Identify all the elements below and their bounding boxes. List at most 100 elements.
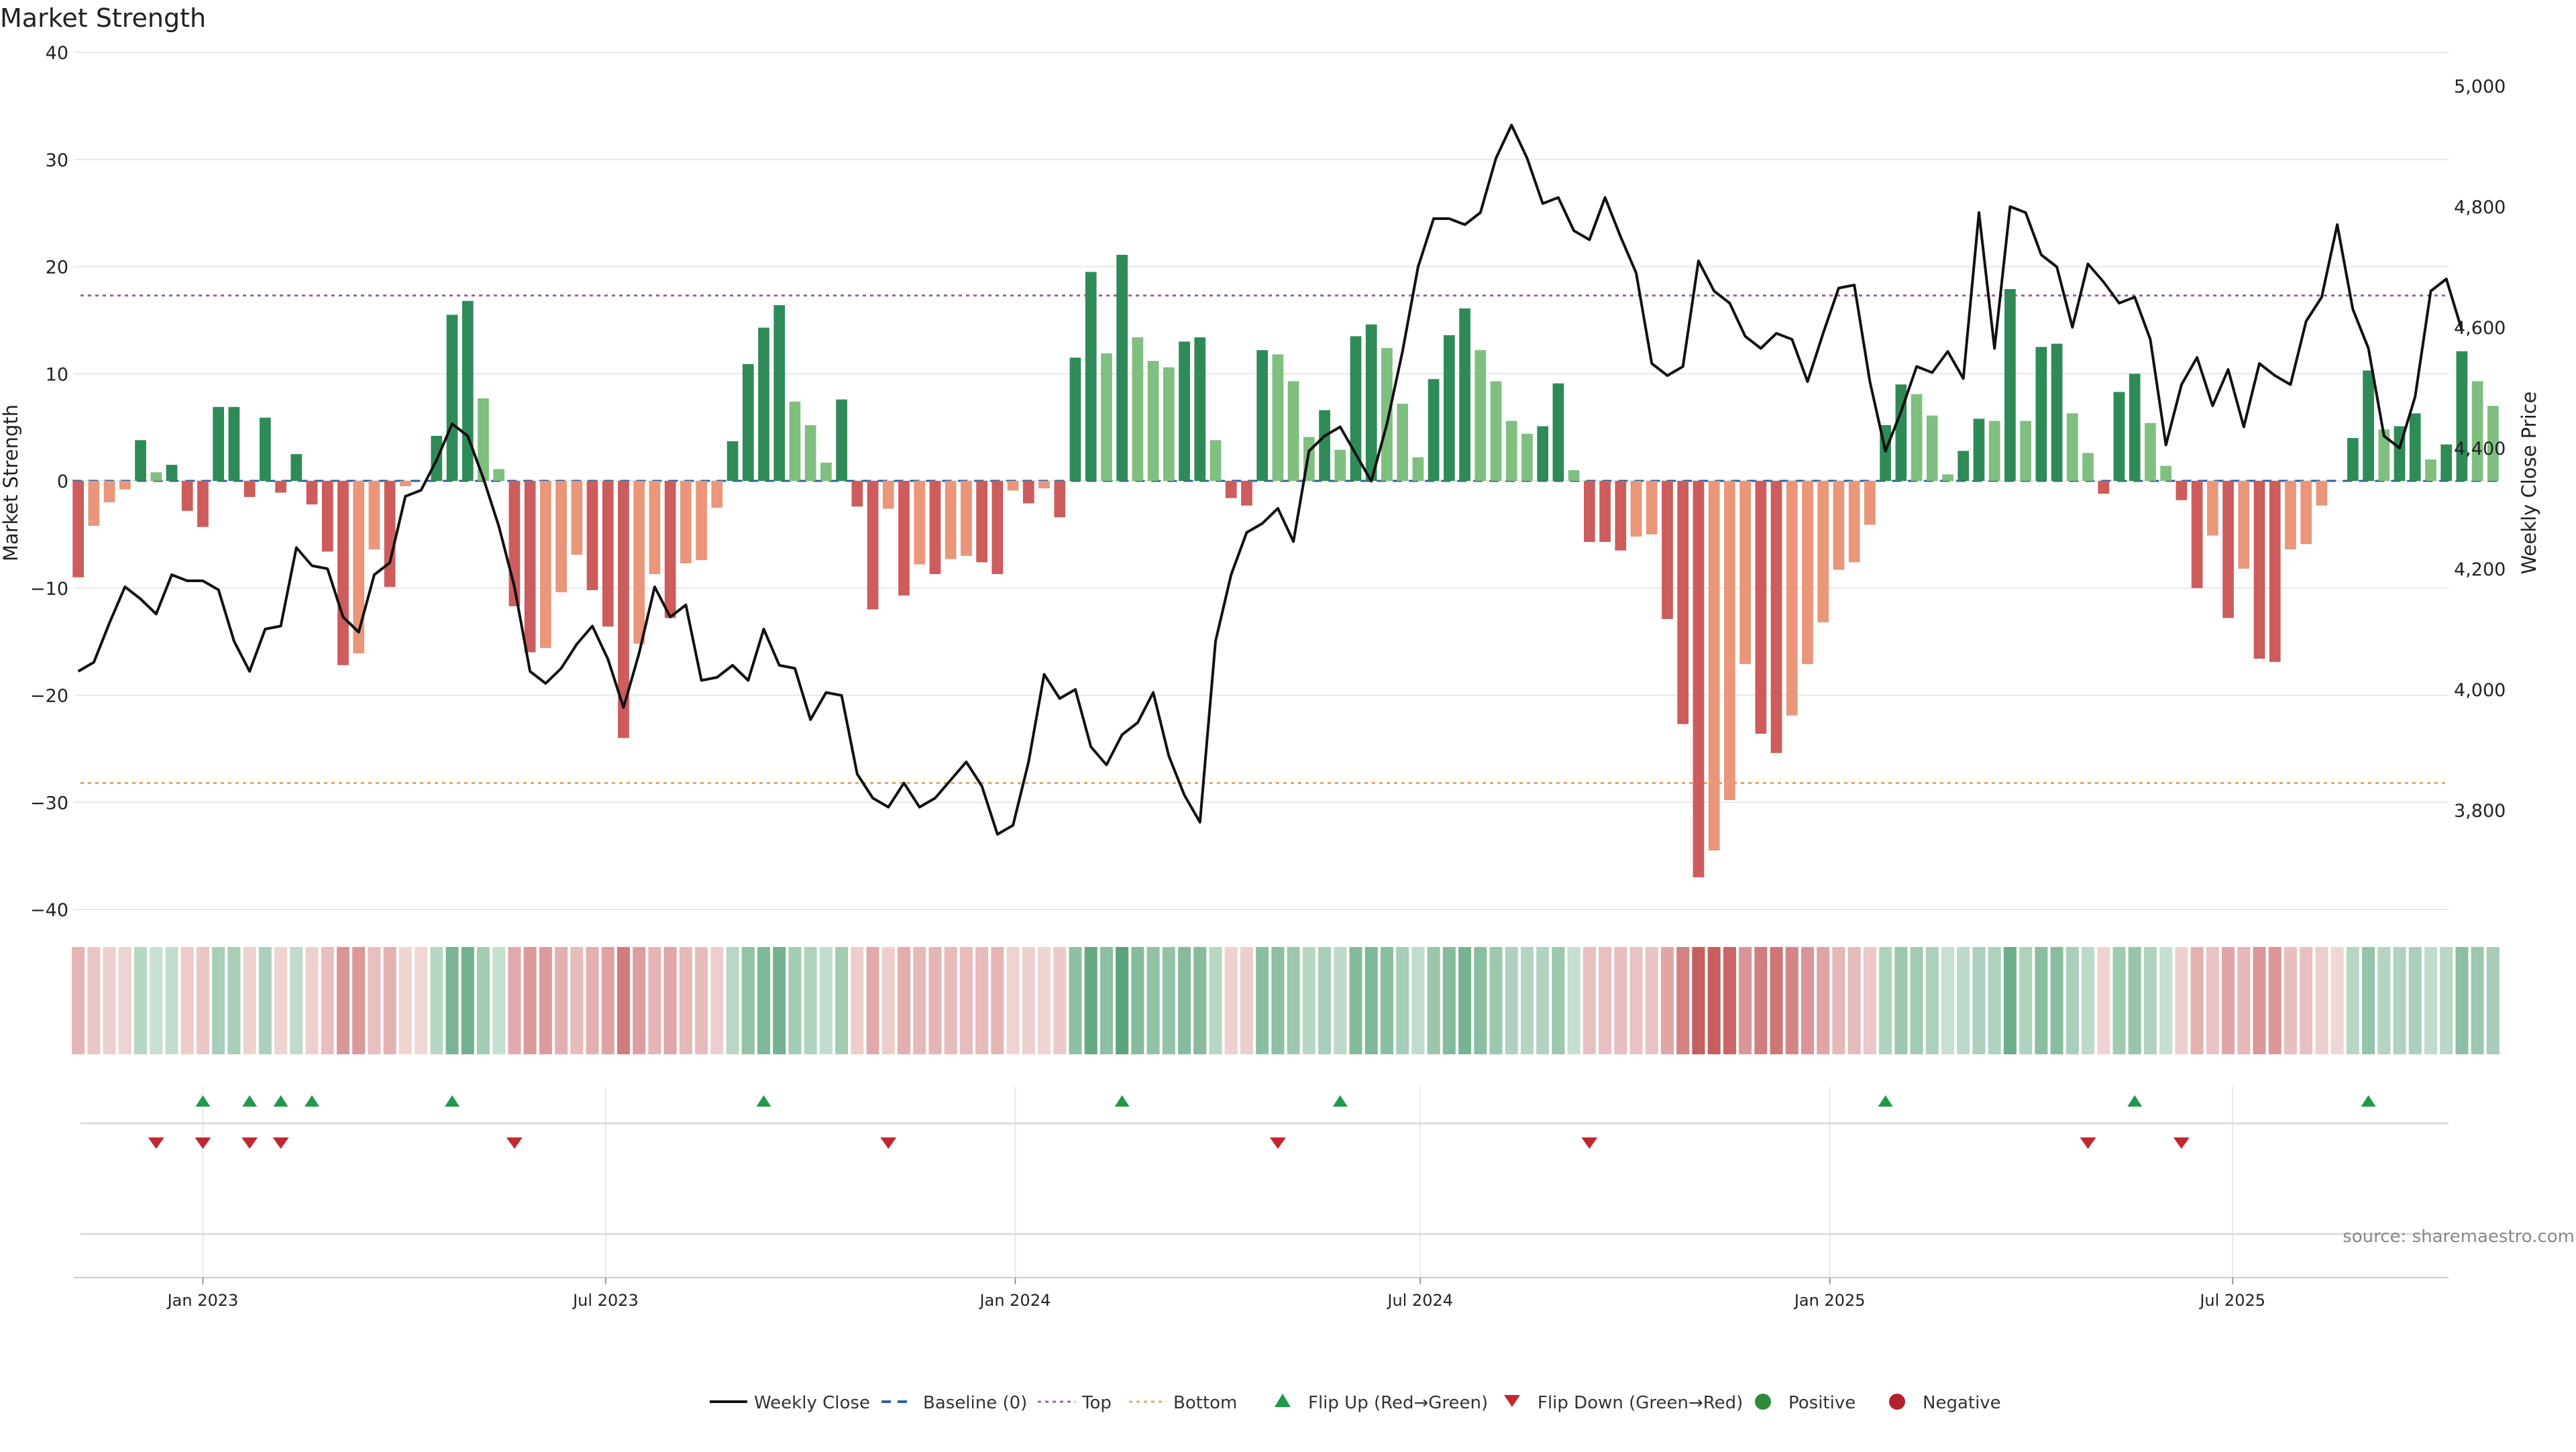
strip-cell (2222, 947, 2235, 1054)
strip-cell (165, 947, 178, 1054)
strength-bar (976, 481, 987, 563)
legend-label: Flip Up (Red→Green) (1308, 1393, 1488, 1413)
strip-cell (944, 947, 957, 1054)
strength-bar (1817, 481, 1829, 622)
strip-cell (180, 947, 194, 1054)
strip-cell (1754, 947, 1768, 1054)
strip-cell (2377, 947, 2391, 1054)
strength-bar (711, 481, 723, 508)
strength-bar (2378, 429, 2390, 481)
strength-bar (804, 425, 816, 481)
strength-bar (1256, 350, 1269, 481)
flip-down-marker (148, 1137, 164, 1149)
strip-cell (663, 947, 677, 1054)
strip-cell (72, 947, 85, 1054)
strength-bar (399, 481, 411, 486)
strength-bar (633, 481, 645, 644)
strength-bar (2066, 413, 2078, 481)
x-tick-label: Jul 2024 (1386, 1291, 1453, 1310)
strip-cell (2440, 947, 2453, 1054)
strength-bar (2456, 351, 2468, 481)
strength-bar (337, 481, 349, 665)
strip-cell (398, 947, 412, 1054)
strength-bar (1163, 367, 1175, 481)
strength-bar (228, 406, 240, 481)
strip-cell (2300, 947, 2313, 1054)
strip-cell (1349, 947, 1362, 1054)
strip-cell (445, 947, 459, 1054)
strip-cell (1817, 947, 1830, 1054)
y2-tick-label: 4,600 (2454, 318, 2506, 339)
y-tick-label: 20 (46, 258, 68, 278)
strip-cell (2206, 947, 2219, 1054)
strength-bar (1770, 481, 1782, 753)
strip-cell (1038, 947, 1051, 1054)
strength-bar (2238, 481, 2250, 569)
strip-cell (1458, 947, 1472, 1054)
strength-bar (1365, 324, 1377, 481)
strength-bar (914, 481, 926, 565)
strip-cell (461, 947, 474, 1054)
strip-cell (1801, 947, 1815, 1054)
strip-cell (1162, 947, 1175, 1054)
strength-bar (2300, 481, 2312, 545)
strength-bar (2363, 370, 2374, 481)
strength-bar (1646, 481, 1658, 535)
strength-bar (306, 481, 318, 505)
strip-cell (508, 947, 521, 1054)
strip-cell (1910, 947, 1923, 1054)
y-axis-right: 3,800 4,000 4,200 4,400 4,600 4,800 5,000 (2454, 76, 2506, 822)
strip-cell (928, 947, 942, 1054)
strip-cell (1505, 947, 1518, 1054)
strip-cell (2253, 947, 2266, 1054)
strength-bar (72, 481, 84, 577)
strip-cell (1380, 947, 1393, 1054)
strip-cell (336, 947, 350, 1054)
y-axis-left: −40 −30 −20 −10 0 10 20 30 40 (30, 43, 68, 921)
strength-bar (2285, 481, 2296, 550)
strip-cell (539, 947, 552, 1054)
strength-bar (539, 481, 551, 649)
strength-bar (680, 481, 692, 564)
strip-cell (773, 947, 786, 1054)
strip-cell (1847, 947, 1861, 1054)
legend-swatch-triangle-down (1504, 1395, 1520, 1407)
strength-bar (945, 481, 957, 559)
strength-bar (1848, 481, 1860, 563)
strength-bar (727, 441, 739, 481)
strength-bar (2160, 465, 2172, 481)
strength-bar (1147, 361, 1159, 481)
strip-cell (2159, 947, 2173, 1054)
flip-up-marker (445, 1095, 460, 1107)
flip-up-marker (1332, 1095, 1348, 1107)
strength-bar (321, 481, 333, 552)
strip-cell (87, 947, 101, 1054)
strength-bar (2206, 481, 2218, 536)
strength-bar (524, 481, 536, 653)
flip-down-marker (1269, 1137, 1286, 1149)
strip-cell (1256, 947, 1269, 1054)
strength-bar (2222, 481, 2234, 618)
strength-bar (1350, 336, 1362, 481)
strip-cell (1692, 947, 1705, 1054)
strip-cell (1739, 947, 1752, 1054)
strength-bar (244, 481, 256, 497)
flip-up-marker (273, 1095, 288, 1107)
y-tick-label: −40 (30, 900, 68, 921)
y2-tick-label: 5,000 (2454, 76, 2506, 97)
strength-bar (2176, 481, 2188, 500)
strength-bar (1412, 457, 1424, 481)
strength-bar (2191, 481, 2203, 588)
y2-tick-label: 4,200 (2454, 559, 2506, 580)
strip-cell (1193, 947, 1207, 1054)
flip-up-marker (756, 1095, 771, 1107)
strength-bar (1397, 403, 1409, 481)
legend-item: Flip Down (Green→Red) (1504, 1393, 1743, 1413)
y2-tick-label: 3,800 (2454, 801, 2506, 822)
strength-bar (1194, 337, 1206, 481)
strength-bar (1381, 347, 1393, 481)
strength-bar (1973, 418, 1985, 481)
strength-bar (2487, 406, 2499, 481)
legend-label: Baseline (0) (923, 1393, 1027, 1413)
